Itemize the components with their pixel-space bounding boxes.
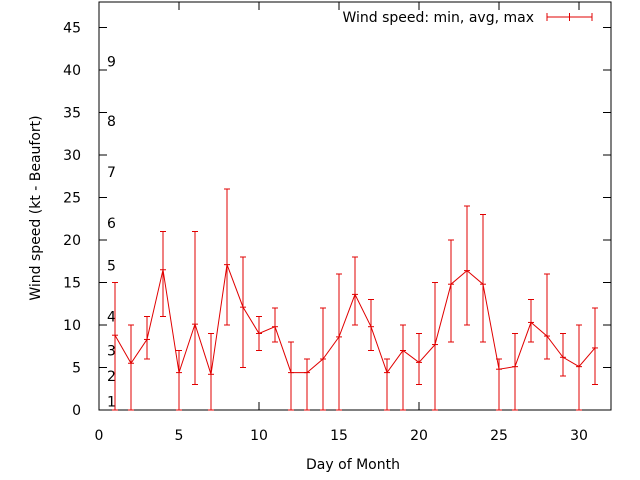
beaufort-label: 2: [107, 369, 116, 385]
x-tick-label: 15: [330, 428, 348, 444]
legend-label: Wind speed: min, avg, max: [342, 10, 534, 26]
y-tick-label: 5: [72, 361, 81, 377]
x-tick-label: 20: [410, 428, 428, 444]
x-axis-title: Day of Month: [306, 457, 400, 473]
x-tick-label: 25: [490, 428, 508, 444]
beaufort-label: 9: [107, 55, 116, 71]
y-tick-label: 45: [63, 21, 81, 37]
y-tick-label: 15: [63, 276, 81, 292]
beaufort-label: 5: [107, 259, 116, 275]
beaufort-label: 8: [107, 114, 116, 130]
y-tick-label: 35: [63, 106, 81, 122]
avg-series-line: [114, 264, 596, 375]
x-tick-label: 5: [175, 428, 184, 444]
beaufort-label: 3: [107, 344, 116, 360]
beaufort-label: 1: [107, 395, 116, 411]
y-tick-label: 30: [63, 148, 81, 164]
x-tick-label: 10: [250, 428, 268, 444]
y-tick-label: 0: [72, 403, 81, 419]
x-tick-label: 0: [95, 428, 104, 444]
y-tick-label: 10: [63, 318, 81, 334]
plot-frame: [98, 1, 612, 411]
y-tick-label: 20: [63, 233, 81, 249]
y-axis-title: Wind speed (kt - Beaufort): [28, 115, 44, 300]
y-tick-label: 40: [63, 63, 81, 79]
x-tick-label: 30: [570, 428, 588, 444]
y-tick-label: 25: [63, 191, 81, 207]
beaufort-label: 4: [107, 310, 116, 326]
beaufort-label: 7: [107, 165, 116, 181]
beaufort-label: 6: [107, 216, 116, 232]
